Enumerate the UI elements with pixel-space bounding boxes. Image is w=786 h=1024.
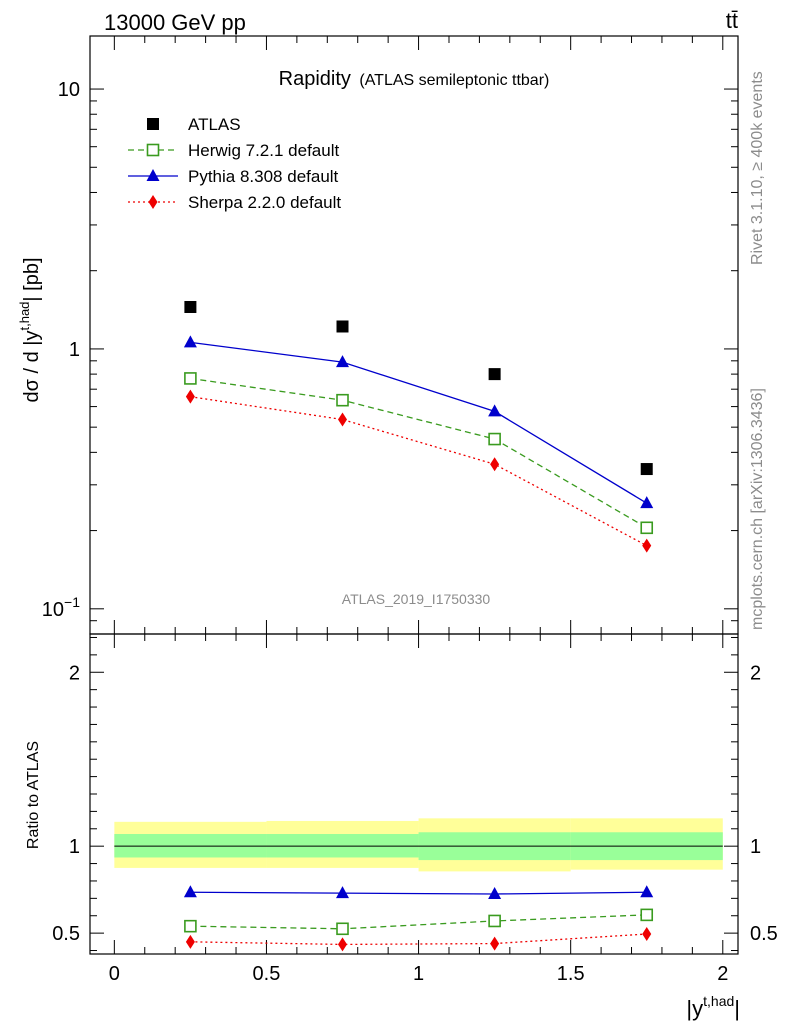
sherpa-main-line: [190, 396, 648, 547]
pythia-main-point: [336, 355, 350, 368]
x-tick-label: 1.5: [557, 963, 585, 985]
herwig-main-point: [336, 393, 349, 407]
main-y-tick-label: 10−1: [42, 594, 80, 621]
pythia-ratio-point: [488, 887, 502, 899]
pythia-ratio-point: [640, 885, 654, 898]
herwig-main-point: [488, 432, 501, 446]
chart-title-main: Rapidity: [279, 68, 351, 90]
herwig-main-point: [640, 521, 654, 535]
x-tick-label: 0.5: [253, 963, 281, 985]
main-y-tick-label: 1: [69, 339, 80, 361]
main-y-axis-label: dσ / d |yt,had| [pb]: [17, 257, 43, 402]
ratio-y-tick-label: 2: [69, 662, 80, 684]
ratio-y-tick-label-right: 0.5: [750, 923, 778, 945]
atlas-main-point: [640, 463, 653, 476]
analysis-watermark: ATLAS_2019_I1750330: [342, 591, 491, 607]
sherpa-ratio-point: [185, 934, 195, 949]
sherpa-main-point: [185, 389, 195, 404]
ratio-y-tick-label: 1: [69, 836, 80, 858]
header-process-label: tt̄: [726, 8, 738, 33]
sherpa-ratio-point: [642, 927, 652, 941]
sherpa-ratio-point: [490, 936, 500, 951]
sherpa-main-point: [338, 412, 348, 427]
ratio-panel-ticks: 0 0.5 1 1.5 2 0.5 0.5 1 1 2 2: [52, 634, 778, 985]
main-panel-series: [183, 300, 654, 553]
ratio-panel-frame: [89, 633, 739, 955]
herwig-ratio-line: [190, 914, 647, 930]
herwig-main-point: [184, 372, 197, 385]
sherpa-main-point: [490, 457, 500, 472]
ratio-y-tick-label-right: 2: [750, 662, 761, 684]
main-y-tick-label-exp: −1: [64, 594, 80, 610]
herwig-ratio-point: [184, 919, 197, 933]
pythia-main-point: [183, 335, 197, 348]
x-tick-label: 0: [109, 963, 120, 985]
herwig-ratio-point: [336, 922, 349, 936]
ratio-y-tick-label: 0.5: [52, 923, 80, 945]
pythia-ratio-point: [336, 886, 350, 899]
herwig-ratio-point: [488, 914, 501, 928]
pythia-ratio-point: [183, 885, 197, 898]
pythia-main-point: [488, 404, 502, 417]
legend-atlas-marker: [147, 118, 159, 130]
ratio-panel: 0 0.5 1 1.5 2 0.5 0.5 1 1 2 2 Ratio to ATLAS |yt,h…: [25, 633, 778, 1021]
atlas-main-point: [488, 368, 501, 381]
legend-herwig-label: Herwig 7.2.1 default: [188, 141, 339, 160]
legend: ATLAS Herwig 7.2.1 default Pythia 8.308 de…: [128, 115, 341, 212]
herwig-main-line: [190, 377, 648, 529]
legend-sherpa-marker: [148, 195, 158, 209]
main-y-tick-label-base: 10: [42, 599, 64, 621]
legend-herwig-marker: [146, 143, 160, 157]
ratio-uncertainty-bands: [114, 818, 723, 872]
pythia-main-point: [640, 496, 654, 509]
atlas-main-point: [184, 300, 197, 313]
sherpa-main-point: [642, 538, 652, 553]
sherpa-ratio-point: [338, 937, 348, 952]
pythia-ratio-line: [190, 891, 647, 895]
atlas-main-point: [336, 320, 349, 333]
legend-pythia-marker: [146, 169, 160, 181]
pythia-main-line: [190, 341, 648, 504]
ratio-panel-series: [183, 885, 654, 952]
x-tick-label: 2: [717, 963, 728, 985]
x-tick-label: 1: [413, 963, 424, 985]
legend-sherpa-label: Sherpa 2.2.0 default: [188, 193, 341, 212]
header-energy-label: 13000 GeV pp: [104, 10, 246, 35]
legend-atlas-label: ATLAS: [188, 115, 241, 134]
herwig-ratio-point: [640, 908, 654, 922]
rivet-version-label: Rivet 3.1.10, ≥ 400k events: [749, 71, 766, 265]
x-axis-label: |yt,had|: [686, 993, 740, 1021]
sherpa-ratio-line: [190, 933, 647, 946]
ratio-y-tick-label-right: 1: [750, 836, 761, 858]
mcplots-reference-label: mcplots.cern.ch [arXiv:1306.3436]: [749, 388, 766, 630]
ratio-y-axis-label: Ratio to ATLAS: [25, 741, 42, 849]
chart-title-sub: (ATLAS semileptonic ttbar): [359, 72, 549, 89]
main-y-tick-label: 10: [58, 79, 80, 101]
chart-title: Rapidity (ATLAS semileptonic ttbar): [279, 68, 550, 90]
legend-pythia-label: Pythia 8.308 default: [188, 167, 339, 186]
